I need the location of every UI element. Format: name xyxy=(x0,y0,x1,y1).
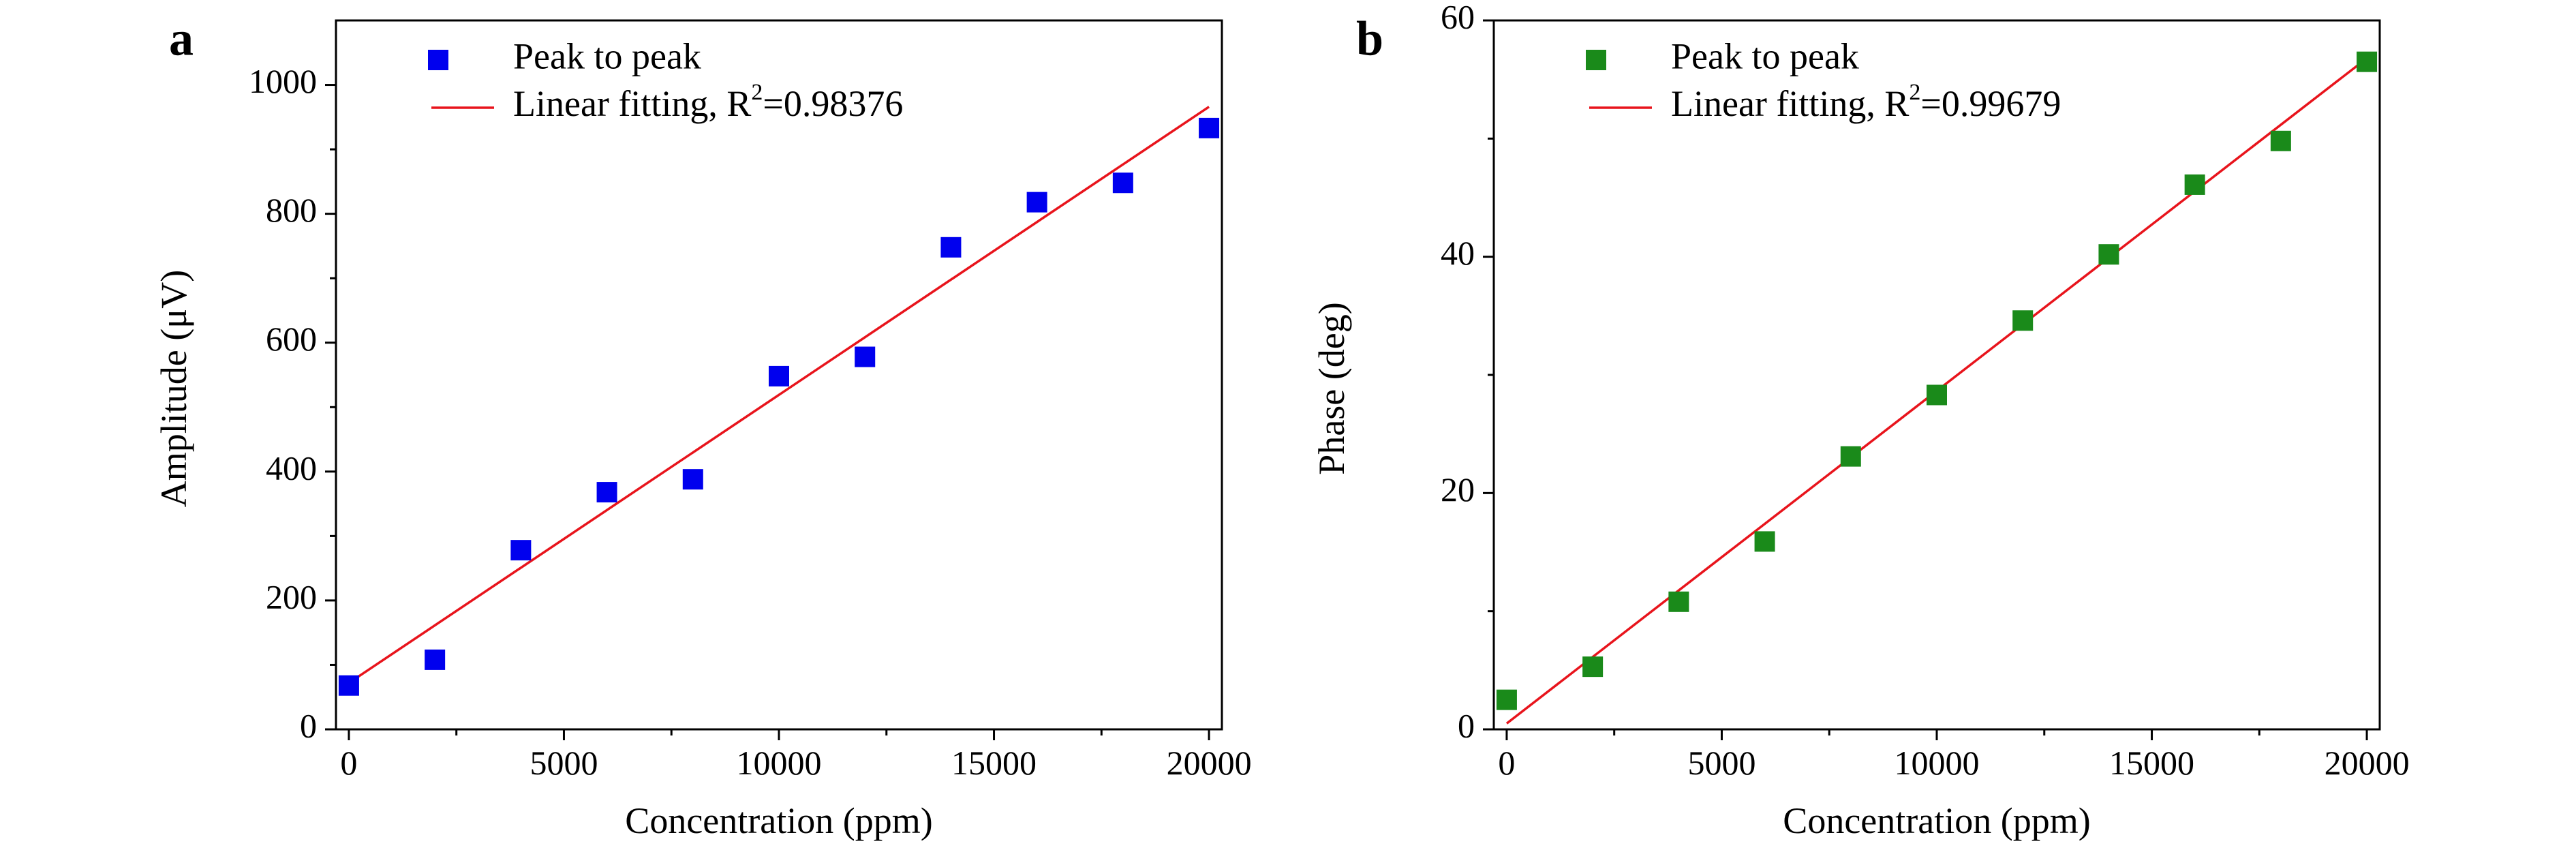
legend-marker xyxy=(428,50,448,70)
legend-label-scatter: Peak to peak xyxy=(1671,35,1859,76)
data-point xyxy=(1927,384,1947,406)
y-tick-label: 1000 xyxy=(249,62,317,100)
panel-letter: b xyxy=(1356,12,1383,66)
x-axis-label: Concentration (ppm) xyxy=(1783,800,2090,841)
x-tick-label: 5000 xyxy=(1687,744,1755,782)
legend-fit-name: Linear fitting, R xyxy=(1671,83,1909,124)
data-point xyxy=(1199,117,1220,138)
legend-fit-r2-value: =0.98376 xyxy=(763,83,903,124)
y-tick-label: 40 xyxy=(1441,234,1475,272)
data-point xyxy=(682,469,703,490)
data-point xyxy=(855,346,876,367)
x-tick-label: 0 xyxy=(340,744,357,782)
legend-fit-superscript: 2 xyxy=(1909,80,1920,105)
data-point xyxy=(596,482,617,503)
data-point xyxy=(2357,51,2378,72)
plot-frame xyxy=(1492,19,2381,731)
data-point xyxy=(1754,531,1775,552)
data-point xyxy=(338,675,359,696)
legend-marker xyxy=(1586,50,1606,70)
data-point xyxy=(510,540,532,561)
data-point xyxy=(2098,244,2119,265)
y-tick-label: 20 xyxy=(1441,470,1475,509)
panel-letter: a xyxy=(169,12,194,66)
y-axis-label: Phase (deg) xyxy=(1311,302,1352,474)
data-point xyxy=(1496,689,1517,710)
data-point xyxy=(1026,192,1047,213)
y-axis-label: Amplitude (μV) xyxy=(153,270,194,507)
legend-fit-name: Linear fitting, R xyxy=(513,83,751,124)
x-tick-label: 20000 xyxy=(2325,744,2410,782)
x-axis-label: Concentration (ppm) xyxy=(625,800,932,841)
fit-line xyxy=(348,106,1210,684)
y-tick-label: 60 xyxy=(1441,0,1475,35)
data-point xyxy=(1582,656,1604,678)
y-tick-label: 800 xyxy=(266,191,317,229)
y-tick-label: 200 xyxy=(266,577,317,616)
data-point xyxy=(769,365,789,386)
x-tick-label: 0 xyxy=(1498,744,1515,782)
data-point xyxy=(1112,172,1133,194)
y-tick-label: 0 xyxy=(1458,706,1475,744)
legend-label-scatter: Peak to peak xyxy=(513,35,701,76)
y-tick-label: 400 xyxy=(266,449,317,487)
data-point xyxy=(2184,174,2205,195)
x-tick-label: 5000 xyxy=(530,744,598,782)
x-tick-label: 10000 xyxy=(1895,744,1980,782)
legend-fit-r2-value: =0.99679 xyxy=(1920,83,2061,124)
legend-label-fit: Linear fitting, R2=0.98376 xyxy=(513,80,903,125)
x-tick-label: 20000 xyxy=(1167,744,1252,782)
x-tick-label: 10000 xyxy=(737,744,822,782)
y-tick-label: 600 xyxy=(266,320,317,358)
data-point xyxy=(940,237,962,258)
data-point xyxy=(1840,446,1861,467)
x-tick-label: 15000 xyxy=(951,744,1037,782)
x-tick-label: 15000 xyxy=(2109,744,2194,782)
chart-panel-a: a 0 5000 10000 15000 20000 0 200 400 600 800 1000 Co… xyxy=(153,12,1252,841)
data-point xyxy=(1668,591,1689,612)
legend-label-fit: Linear fitting, R2=0.99679 xyxy=(1671,80,2061,125)
data-point xyxy=(425,649,446,670)
data-point xyxy=(2012,310,2034,331)
data-point xyxy=(2270,130,2291,151)
legend-fit-superscript: 2 xyxy=(751,80,763,105)
chart-panel-b: b 0 5000 10000 15000 20000 0 20 40 60 Concentratio… xyxy=(1311,0,2410,841)
y-tick-label: 0 xyxy=(300,706,317,744)
